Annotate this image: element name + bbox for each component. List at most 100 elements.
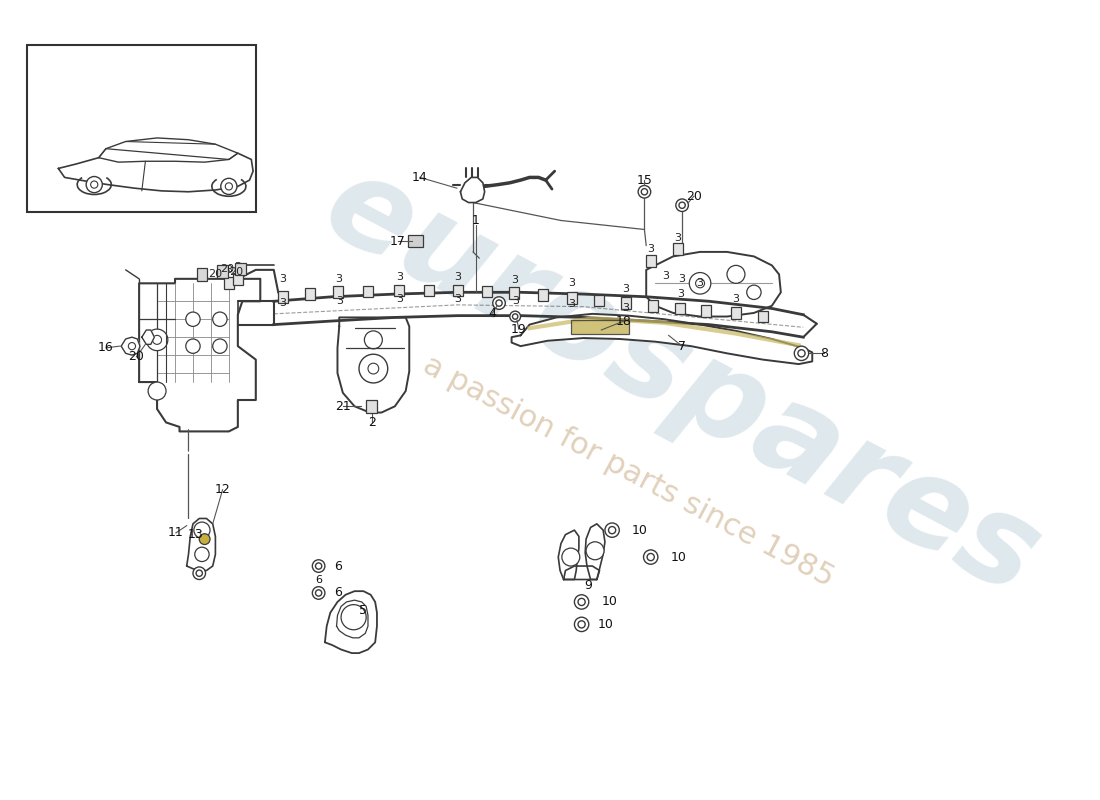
Text: 3: 3 — [336, 296, 343, 306]
Text: a passion for parts since 1985: a passion for parts since 1985 — [418, 350, 838, 593]
Polygon shape — [512, 314, 812, 364]
Circle shape — [578, 598, 585, 606]
Circle shape — [86, 177, 102, 193]
Bar — [395, 285, 405, 296]
Circle shape — [679, 202, 685, 208]
Text: 10: 10 — [597, 618, 614, 631]
Circle shape — [359, 354, 387, 383]
Bar — [305, 288, 315, 300]
Circle shape — [186, 339, 200, 354]
Circle shape — [798, 350, 805, 357]
Bar — [217, 266, 228, 278]
Text: 3: 3 — [569, 299, 575, 309]
Text: 3: 3 — [396, 294, 403, 305]
Circle shape — [675, 199, 689, 211]
Bar — [732, 307, 741, 318]
Text: 3: 3 — [454, 272, 461, 282]
Text: 14: 14 — [412, 171, 428, 184]
Text: 4: 4 — [488, 307, 496, 320]
Polygon shape — [559, 530, 579, 579]
Circle shape — [690, 273, 711, 294]
Text: 3: 3 — [679, 274, 685, 284]
Bar — [620, 298, 630, 309]
Bar — [333, 286, 343, 298]
Circle shape — [316, 590, 322, 596]
Text: 18: 18 — [616, 314, 631, 327]
Text: 21: 21 — [336, 400, 351, 413]
Circle shape — [647, 554, 654, 561]
Polygon shape — [338, 318, 409, 413]
Text: 15: 15 — [637, 174, 652, 186]
Bar — [26, 46, 256, 211]
Circle shape — [226, 183, 232, 190]
Text: 20: 20 — [229, 266, 243, 277]
Text: eurospares: eurospares — [305, 143, 1059, 621]
Text: 10: 10 — [670, 550, 686, 563]
Bar — [233, 273, 243, 285]
Bar — [673, 243, 683, 255]
Text: 3: 3 — [334, 274, 342, 284]
Text: 20: 20 — [685, 190, 702, 202]
Polygon shape — [646, 252, 781, 317]
Circle shape — [578, 621, 585, 628]
Circle shape — [605, 523, 619, 538]
Bar — [758, 310, 768, 322]
Text: 6: 6 — [334, 586, 342, 599]
Text: 3: 3 — [226, 265, 232, 275]
Text: 3: 3 — [454, 294, 461, 305]
Polygon shape — [324, 591, 377, 653]
Circle shape — [212, 339, 227, 354]
Circle shape — [194, 522, 210, 538]
Circle shape — [574, 617, 589, 631]
Text: 9: 9 — [584, 579, 592, 592]
Circle shape — [129, 342, 135, 350]
Bar — [571, 320, 629, 334]
Text: 8: 8 — [820, 347, 828, 360]
Text: 3: 3 — [623, 302, 629, 313]
Circle shape — [212, 312, 227, 326]
Circle shape — [221, 178, 236, 194]
Circle shape — [794, 346, 808, 361]
Text: 17: 17 — [389, 234, 406, 248]
Text: 3: 3 — [569, 278, 575, 288]
Circle shape — [638, 186, 651, 198]
Circle shape — [496, 300, 503, 306]
Bar — [453, 285, 463, 296]
Circle shape — [90, 181, 98, 188]
Circle shape — [196, 570, 202, 576]
Circle shape — [586, 542, 604, 560]
Polygon shape — [121, 337, 140, 355]
Circle shape — [574, 594, 589, 609]
Circle shape — [146, 329, 168, 350]
Text: 20: 20 — [220, 264, 234, 274]
Text: 3: 3 — [696, 278, 704, 288]
Text: 3: 3 — [510, 274, 518, 285]
Text: 3: 3 — [662, 271, 670, 281]
Text: 11: 11 — [168, 526, 184, 539]
Bar — [483, 286, 493, 298]
Polygon shape — [585, 524, 605, 579]
Polygon shape — [461, 178, 485, 202]
Bar — [224, 278, 234, 289]
Bar — [509, 287, 519, 299]
Bar — [594, 294, 604, 306]
Circle shape — [644, 550, 658, 564]
Circle shape — [312, 586, 324, 599]
Bar — [363, 286, 373, 298]
Text: 10: 10 — [602, 595, 617, 609]
Text: 3: 3 — [234, 262, 241, 272]
Circle shape — [368, 363, 378, 374]
Bar — [538, 289, 548, 301]
Circle shape — [186, 312, 200, 326]
Circle shape — [312, 560, 324, 572]
Polygon shape — [58, 147, 253, 192]
Polygon shape — [187, 518, 216, 570]
Bar — [366, 400, 377, 413]
Circle shape — [513, 314, 518, 319]
Bar — [675, 302, 685, 314]
Text: 1: 1 — [472, 214, 480, 227]
Text: 12: 12 — [214, 483, 231, 496]
Text: 3: 3 — [279, 274, 286, 284]
Polygon shape — [139, 279, 261, 431]
Circle shape — [192, 567, 206, 579]
